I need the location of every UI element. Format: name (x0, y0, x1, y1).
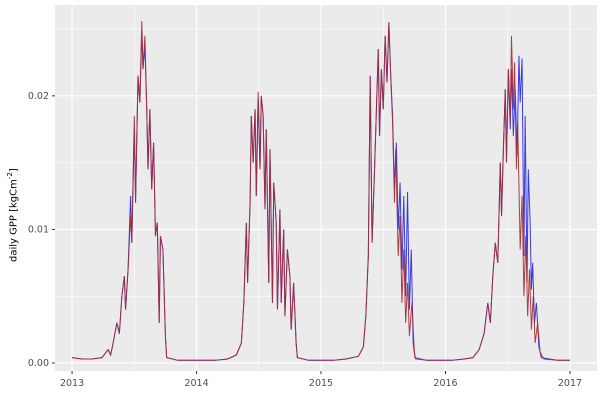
y-axis-title-close-bracket: ] (8, 168, 20, 173)
x-tick-label: 2017 (558, 378, 582, 389)
x-tick-label: 2014 (184, 378, 208, 389)
y-axis-title-text: daily GPP [kgCm (8, 179, 20, 262)
y-axis-title: daily GPP [kgCm-2] (4, 168, 20, 262)
x-tick-label: 2013 (60, 378, 84, 389)
series-line-dark-red (71, 21, 570, 361)
y-tick-label: 0.02 (28, 91, 49, 102)
x-tick-label: 2016 (433, 378, 457, 389)
y-tick-label: 0.01 (28, 225, 49, 236)
y-axis-title-superscript: -2 (6, 172, 14, 180)
y-tick-label: 0.00 (28, 358, 49, 369)
x-tick-label: 2015 (309, 378, 333, 389)
